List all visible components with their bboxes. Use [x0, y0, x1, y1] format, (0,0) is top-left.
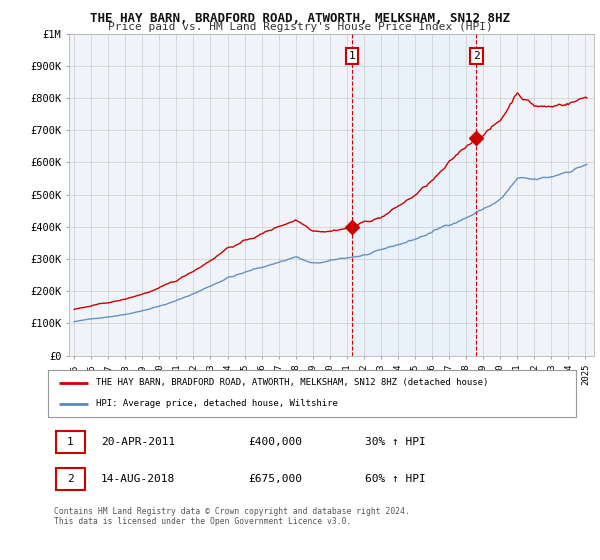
Text: £400,000: £400,000: [248, 437, 302, 447]
Text: 2: 2: [67, 474, 74, 484]
Text: 1: 1: [349, 51, 355, 61]
Text: £675,000: £675,000: [248, 474, 302, 484]
Text: HPI: Average price, detached house, Wiltshire: HPI: Average price, detached house, Wilt…: [95, 399, 337, 408]
Text: 30% ↑ HPI: 30% ↑ HPI: [365, 437, 425, 447]
Bar: [352, 34, 476, 356]
Text: THE HAY BARN, BRADFORD ROAD, ATWORTH, MELKSHAM, SN12 8HZ: THE HAY BARN, BRADFORD ROAD, ATWORTH, ME…: [90, 12, 510, 25]
Text: 60% ↑ HPI: 60% ↑ HPI: [365, 474, 425, 484]
FancyBboxPatch shape: [56, 468, 85, 490]
Text: 2: 2: [473, 51, 480, 61]
FancyBboxPatch shape: [56, 431, 85, 454]
Text: Price paid vs. HM Land Registry's House Price Index (HPI): Price paid vs. HM Land Registry's House …: [107, 22, 493, 32]
Text: THE HAY BARN, BRADFORD ROAD, ATWORTH, MELKSHAM, SN12 8HZ (detached house): THE HAY BARN, BRADFORD ROAD, ATWORTH, ME…: [95, 379, 488, 388]
Text: Contains HM Land Registry data © Crown copyright and database right 2024.
This d: Contains HM Land Registry data © Crown c…: [54, 507, 410, 526]
Text: 14-AUG-2018: 14-AUG-2018: [101, 474, 175, 484]
Text: 20-APR-2011: 20-APR-2011: [101, 437, 175, 447]
Text: 1: 1: [67, 437, 74, 447]
